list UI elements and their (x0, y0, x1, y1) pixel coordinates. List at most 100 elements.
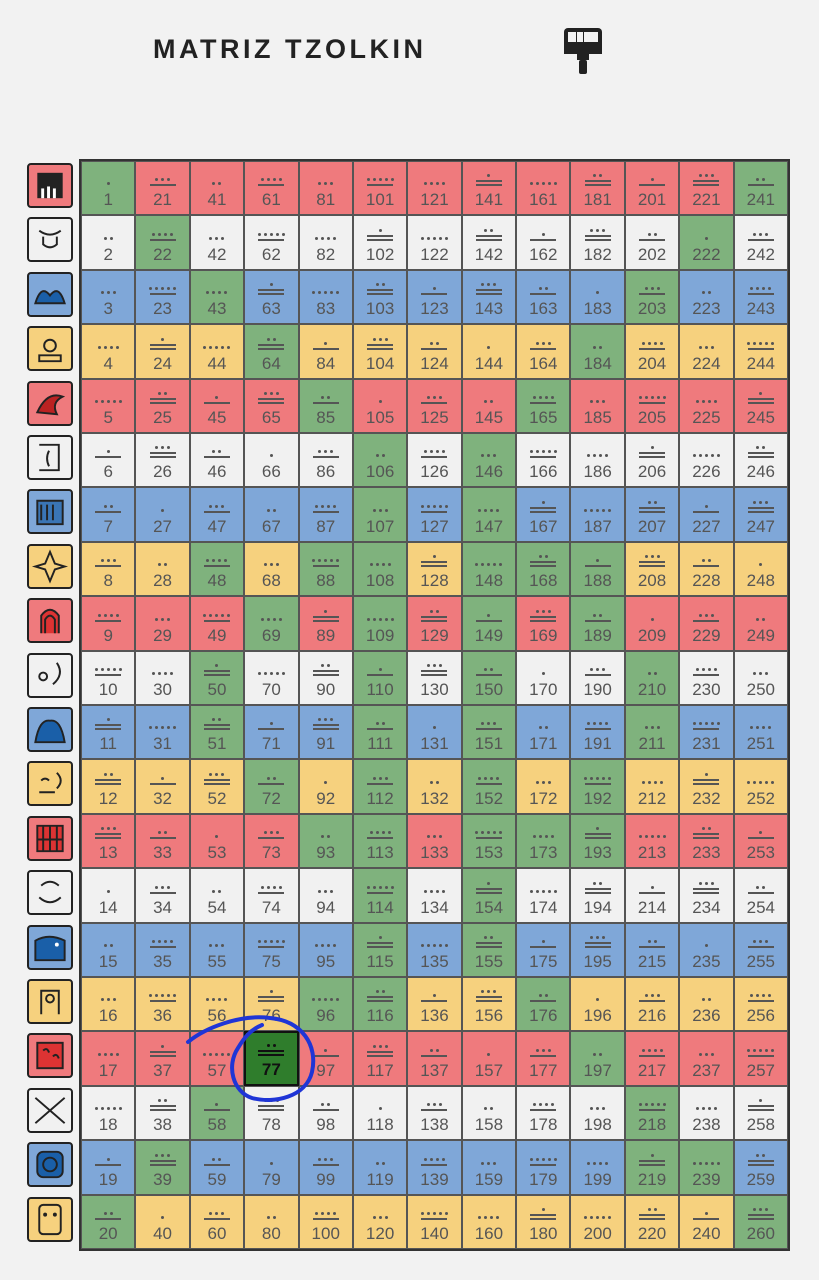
kin-cell[interactable]: 242 (733, 215, 788, 270)
kin-cell[interactable]: 110 (352, 650, 408, 705)
kin-cell[interactable]: 75 (244, 922, 299, 977)
kin-cell[interactable]: 235 (679, 922, 734, 977)
kin-cell[interactable]: 164 (516, 324, 571, 379)
kin-cell[interactable]: 49 (189, 596, 245, 651)
kin-cell[interactable]: 218 (624, 1085, 680, 1141)
kin-cell[interactable]: 142 (461, 215, 517, 270)
kin-cell[interactable]: 63 (244, 269, 299, 325)
kin-cell[interactable]: 134 (407, 868, 462, 923)
kin-cell[interactable]: 166 (516, 433, 571, 488)
kin-cell[interactable]: 114 (352, 868, 408, 923)
kin-cell[interactable]: 103 (352, 269, 408, 325)
kin-cell[interactable]: 91 (298, 705, 353, 760)
wind-seal-icon[interactable] (27, 217, 73, 262)
kin-cell[interactable]: 20 (81, 1194, 136, 1249)
kin-cell[interactable]: 86 (298, 433, 353, 488)
kin-cell[interactable]: 84 (298, 324, 353, 379)
kin-cell[interactable]: 165 (516, 378, 571, 433)
kin-cell[interactable]: 18 (81, 1085, 136, 1141)
kin-cell[interactable]: 203 (624, 269, 680, 325)
dog-seal-icon[interactable] (27, 653, 73, 698)
kin-cell[interactable]: 157 (461, 1031, 517, 1086)
kin-cell[interactable]: 118 (352, 1085, 408, 1141)
kin-cell[interactable]: 135 (407, 922, 462, 977)
kin-cell[interactable]: 211 (624, 705, 680, 760)
kin-cell[interactable]: 232 (679, 759, 734, 814)
kin-cell[interactable]: 224 (679, 324, 734, 379)
kin-cell[interactable]: 62 (244, 215, 299, 270)
kin-cell[interactable]: 9 (81, 596, 136, 651)
kin-cell[interactable]: 66 (244, 433, 299, 488)
kin-cell[interactable]: 243 (733, 269, 788, 325)
kin-cell[interactable]: 43 (189, 269, 245, 325)
kin-cell[interactable]: 4 (81, 324, 136, 379)
kin-cell[interactable]: 136 (407, 977, 462, 1032)
serpent-seal-icon[interactable] (27, 381, 73, 426)
kin-cell[interactable]: 210 (624, 650, 680, 705)
kin-cell[interactable]: 178 (516, 1085, 571, 1141)
kin-cell[interactable]: 146 (461, 433, 517, 488)
kin-cell[interactable]: 67 (244, 487, 299, 542)
kin-cell[interactable]: 100 (298, 1194, 353, 1249)
kin-cell[interactable]: 144 (461, 324, 517, 379)
kin-cell[interactable]: 105 (352, 378, 408, 433)
kin-cell[interactable]: 96 (298, 977, 353, 1032)
kin-cell[interactable]: 255 (733, 922, 788, 977)
kin-cell[interactable]: 216 (624, 977, 680, 1032)
kin-cell[interactable]: 52 (189, 759, 245, 814)
kin-cell[interactable]: 138 (407, 1085, 462, 1141)
kin-cell[interactable]: 154 (461, 868, 517, 923)
kin-cell[interactable]: 124 (407, 324, 462, 379)
kin-cell[interactable]: 207 (624, 487, 680, 542)
kin-cell[interactable]: 131 (407, 705, 462, 760)
kin-cell[interactable]: 149 (461, 596, 517, 651)
kin-cell[interactable]: 29 (135, 596, 190, 651)
kin-cell[interactable]: 140 (407, 1194, 462, 1249)
kin-cell[interactable]: 33 (135, 813, 190, 869)
dragon-seal-icon[interactable] (27, 163, 73, 208)
kin-cell[interactable]: 143 (461, 269, 517, 325)
kin-cell[interactable]: 125 (407, 378, 462, 433)
kin-cell[interactable]: 175 (516, 922, 571, 977)
kin-cell[interactable]: 179 (516, 1140, 571, 1195)
kin-cell[interactable]: 181 (570, 161, 625, 216)
kin-cell[interactable]: 70 (244, 650, 299, 705)
kin-cell[interactable]: 168 (516, 541, 571, 597)
kin-cell[interactable]: 37 (135, 1031, 190, 1086)
kin-cell[interactable]: 141 (461, 161, 517, 216)
kin-cell[interactable]: 234 (679, 868, 734, 923)
kin-cell[interactable]: 51 (189, 705, 245, 760)
kin-cell[interactable]: 151 (461, 705, 517, 760)
kin-cell[interactable]: 176 (516, 977, 571, 1032)
kin-cell[interactable]: 74 (244, 868, 299, 923)
kin-cell[interactable]: 109 (352, 596, 408, 651)
kin-cell[interactable]: 187 (570, 487, 625, 542)
kin-cell[interactable]: 56 (189, 977, 245, 1032)
kin-cell[interactable]: 113 (352, 813, 408, 869)
kin-cell[interactable]: 192 (570, 759, 625, 814)
kin-cell[interactable]: 112 (352, 759, 408, 814)
kin-cell[interactable]: 25 (135, 378, 190, 433)
kin-cell[interactable]: 208 (624, 541, 680, 597)
storm-seal-icon[interactable] (27, 1142, 73, 1187)
kin-cell[interactable]: 130 (407, 650, 462, 705)
kin-cell[interactable]: 32 (135, 759, 190, 814)
kin-cell[interactable]: 248 (733, 541, 788, 597)
kin-cell[interactable]: 8 (81, 541, 136, 597)
moon-seal-icon[interactable] (27, 598, 73, 643)
kin-cell[interactable]: 200 (570, 1194, 625, 1249)
kin-cell[interactable]: 121 (407, 161, 462, 216)
kin-cell[interactable]: 83 (298, 269, 353, 325)
kin-cell[interactable]: 212 (624, 759, 680, 814)
kin-cell[interactable]: 129 (407, 596, 462, 651)
kin-cell[interactable]: 199 (570, 1140, 625, 1195)
kin-cell[interactable]: 61 (244, 161, 299, 216)
kin-cell[interactable]: 215 (624, 922, 680, 977)
kin-cell[interactable]: 59 (189, 1140, 245, 1195)
kin-cell[interactable]: 137 (407, 1031, 462, 1086)
kin-cell[interactable]: 180 (516, 1194, 571, 1249)
kin-cell[interactable]: 162 (516, 215, 571, 270)
kin-cell[interactable]: 230 (679, 650, 734, 705)
kin-cell[interactable]: 249 (733, 596, 788, 651)
kin-cell[interactable]: 42 (189, 215, 245, 270)
